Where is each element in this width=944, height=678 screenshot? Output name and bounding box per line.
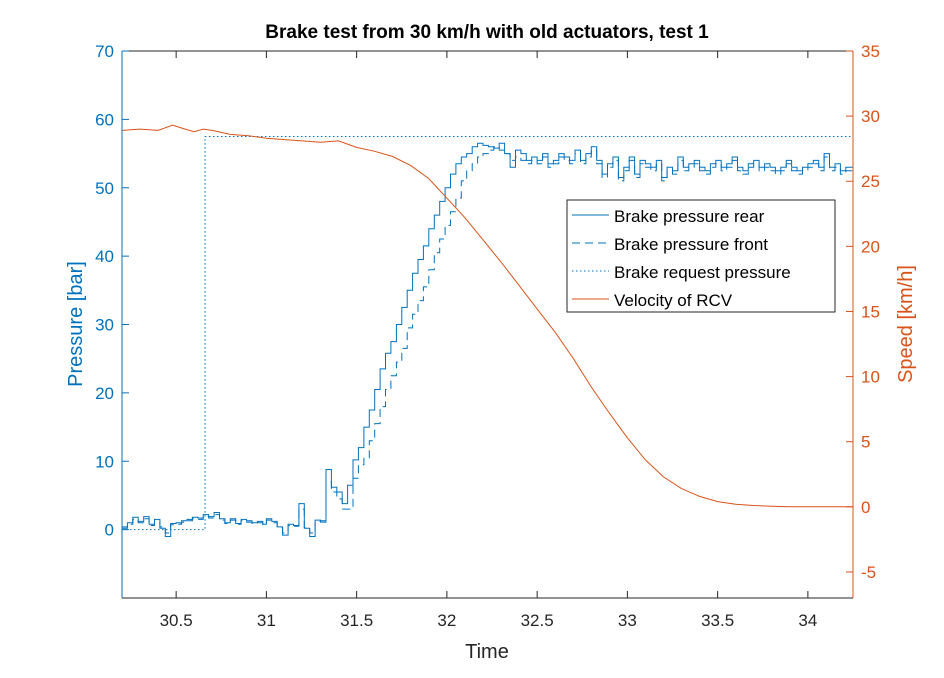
legend-box: [566, 199, 836, 313]
right-y-tick-label: 5: [861, 433, 870, 452]
legend-label-brake-pressure-rear: Brake pressure rear: [614, 207, 765, 226]
left-y-axis-label: Pressure [bar]: [65, 261, 87, 387]
x-tick-label: 32: [437, 611, 456, 630]
left-y-tick-label: 30: [95, 316, 114, 335]
right-y-tick-label: 30: [861, 107, 880, 126]
right-y-axis-label: Speed [km/h]: [895, 265, 917, 383]
right-y-tick-label: 15: [861, 302, 880, 321]
right-y-tick-label: 35: [861, 42, 880, 61]
x-axis-label: Time: [465, 641, 509, 663]
right-y-tick-label: 25: [861, 172, 880, 191]
left-y-axis-ticks: 0 10 20 30 40 50 60 70: [95, 42, 129, 540]
right-y-tick-label: 10: [861, 368, 880, 387]
x-axis-ticks: 30.5 31 31.5 32 32.5 33 33.5 34: [160, 51, 817, 630]
x-tick-label: 33.5: [701, 611, 734, 630]
series-line-brake-pressure-rear: [122, 142, 854, 537]
legend: Brake pressure rear Brake pressure front…: [566, 199, 836, 313]
left-y-tick-label: 70: [95, 42, 114, 61]
right-y-axis-ticks: -5 0 5 10 15 20 25 30 35: [846, 42, 880, 582]
legend-label-velocity-of-rcv: Velocity of RCV: [614, 291, 733, 310]
x-tick-label: 33: [618, 611, 637, 630]
x-tick-label: 31: [257, 611, 276, 630]
right-y-tick-label: 20: [861, 237, 880, 256]
right-y-tick-label: 0: [861, 498, 870, 517]
left-y-tick-label: 60: [95, 110, 114, 129]
series-line-velocity-of-rcv: [121, 124, 853, 508]
left-y-tick-label: 10: [95, 452, 114, 471]
legend-label-brake-request-pressure: Brake request pressure: [614, 263, 791, 282]
x-tick-label: 32.5: [521, 611, 554, 630]
plot-area: [122, 51, 853, 598]
right-y-tick-label: -5: [861, 563, 876, 582]
x-tick-label: 34: [798, 611, 817, 630]
x-tick-label: 31.5: [340, 611, 373, 630]
x-tick-label: 30.5: [160, 611, 193, 630]
left-y-tick-label: 40: [95, 247, 114, 266]
series-layer: [121, 124, 854, 537]
legend-label-brake-pressure-front: Brake pressure front: [614, 235, 768, 254]
left-y-tick-label: 0: [105, 521, 114, 540]
series-line-brake-request-pressure: [122, 136, 853, 531]
left-y-tick-label: 50: [95, 179, 114, 198]
left-y-tick-label: 20: [95, 384, 114, 403]
chart-title: Brake test from 30 km/h with old actuato…: [265, 22, 709, 43]
